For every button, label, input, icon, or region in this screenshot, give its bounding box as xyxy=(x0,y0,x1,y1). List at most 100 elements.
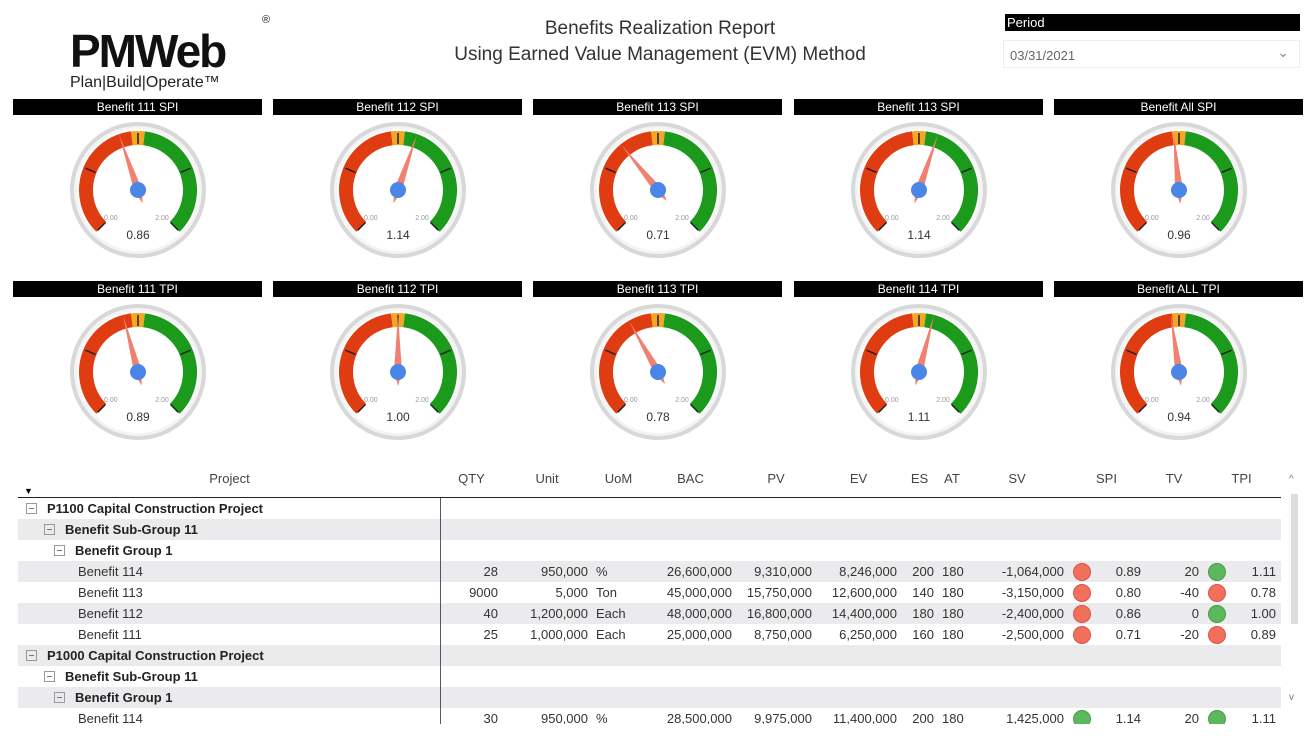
table-row[interactable]: Benefit Group 1 xyxy=(18,540,1281,561)
table-row[interactable]: P1000 Capital Construction Project xyxy=(18,645,1281,666)
column-header-sv[interactable]: SV xyxy=(1008,471,1026,486)
unit-cell: 950,000 xyxy=(541,711,588,724)
scroll-down-icon[interactable]: v xyxy=(1289,692,1294,703)
column-header-bac[interactable]: BAC xyxy=(677,471,704,486)
gauge-value: 0.94 xyxy=(1167,410,1191,424)
column-header-uom[interactable]: UoM xyxy=(604,471,633,486)
gauge-min-label: 0.00 xyxy=(104,215,118,222)
gauge-tick xyxy=(617,221,627,231)
bac-cell: 45,000,000 xyxy=(666,585,732,600)
period-dropdown[interactable]: 03/31/2021 ⌄ xyxy=(1003,40,1300,68)
tv-cell: -40 xyxy=(1180,585,1199,600)
tpi-value: 0.78 xyxy=(1250,585,1276,600)
column-header-tpi[interactable]: TPI xyxy=(1231,471,1252,486)
gauge-tick xyxy=(605,167,616,174)
column-header-ev[interactable]: EV xyxy=(849,471,868,486)
gauge-tick xyxy=(961,167,972,174)
gauge-tick xyxy=(357,403,367,413)
bac-cell xyxy=(645,687,736,708)
table-header: ▼ Project QTY Unit UoM BAC PV EV ES AT SV SPI TV TPI xyxy=(18,466,1281,498)
gauge-hub xyxy=(1171,182,1187,198)
gauge-panel: Benefit 114 TPI 0.00 2.00 1.11 xyxy=(794,281,1043,456)
column-header-at[interactable]: AT xyxy=(944,471,960,486)
collapse-toggle-icon[interactable] xyxy=(44,524,55,536)
column-header-spi[interactable]: SPI xyxy=(1096,471,1117,486)
scrollbar-thumb[interactable] xyxy=(1291,494,1298,624)
gauge-chart: 0.00 2.00 0.78 xyxy=(590,304,726,440)
table-row[interactable]: Benefit 113 9000 5,000 Ton 45,000,000 15,750,… xyxy=(18,582,1281,603)
scroll-up-icon[interactable]: ^ xyxy=(1289,474,1294,485)
sv-cell xyxy=(966,645,1068,666)
collapse-toggle-icon[interactable] xyxy=(54,545,65,557)
at-cell: 180 xyxy=(942,627,964,642)
at-cell xyxy=(938,645,966,666)
gauge-tick xyxy=(85,167,96,174)
at-cell xyxy=(938,540,966,561)
unit-cell xyxy=(502,540,592,561)
table-row[interactable]: Benefit 114 28 950,000% 26,600,000 9,310,000… xyxy=(18,561,1281,582)
collapse-toggle-icon[interactable] xyxy=(54,692,65,704)
tpi-cell xyxy=(1203,645,1280,666)
gauge-value: 1.14 xyxy=(386,228,410,242)
sort-arrow-icon[interactable]: ▼ xyxy=(24,486,33,496)
gauge-tick xyxy=(1138,221,1148,231)
status-green-icon xyxy=(1208,710,1226,724)
tv-cell xyxy=(1145,687,1203,708)
column-header-es[interactable]: ES xyxy=(910,471,929,486)
gauge-tick xyxy=(1221,349,1232,356)
collapse-toggle-icon[interactable] xyxy=(26,503,37,515)
unit-cell xyxy=(502,666,592,687)
table-row[interactable]: Benefit Sub-Group 11 xyxy=(18,666,1281,687)
gauge-tick xyxy=(429,221,439,231)
column-header-tv[interactable]: TV xyxy=(1165,471,1183,486)
qty-cell: 9000 xyxy=(469,585,498,600)
project-cell: P1100 Capital Construction Project xyxy=(18,498,441,519)
es-cell: 200 xyxy=(912,711,934,724)
table-row[interactable]: Benefit 111 25 1,000,000 Each 25,000,000 8,75… xyxy=(18,624,1281,645)
status-red-icon xyxy=(1208,626,1226,644)
status-green-icon xyxy=(1073,710,1091,724)
period-slicer-header: Period xyxy=(1005,14,1300,31)
es-cell xyxy=(901,540,938,561)
column-header-project[interactable]: Project xyxy=(209,471,250,486)
at-cell: 180 xyxy=(942,585,964,600)
pv-cell xyxy=(736,498,816,519)
gauge-hub xyxy=(390,364,406,380)
gauge-band xyxy=(1184,131,1238,232)
ev-cell xyxy=(816,645,901,666)
collapse-toggle-icon[interactable] xyxy=(44,671,55,683)
table-row[interactable]: Benefit 112 40 1,200,000 Each 48,000,000 16,8… xyxy=(18,603,1281,624)
at-cell xyxy=(938,666,966,687)
collapse-toggle-icon[interactable] xyxy=(26,650,37,662)
table-row[interactable]: Benefit Sub-Group 11 xyxy=(18,519,1281,540)
gauge-tick xyxy=(180,349,191,356)
ev-cell: 14,400,000 xyxy=(831,606,897,621)
column-header-qty[interactable]: QTY xyxy=(458,471,485,486)
table-scrollbar[interactable]: ^ v xyxy=(1287,474,1301,710)
sv-cell xyxy=(966,687,1068,708)
gauge-max-label: 2.00 xyxy=(675,215,689,222)
ev-cell xyxy=(816,540,901,561)
table-row[interactable]: Benefit Group 1 xyxy=(18,687,1281,708)
gauge-tick xyxy=(605,349,616,356)
gauge-tick xyxy=(961,349,972,356)
column-header-unit[interactable]: Unit xyxy=(535,471,559,486)
uom-cell xyxy=(592,540,645,561)
sv-cell xyxy=(966,540,1068,561)
tpi-cell: 1.00 xyxy=(1203,603,1280,624)
gauge-title: Benefit 113 SPI xyxy=(533,99,782,115)
unit-cell xyxy=(502,498,592,519)
column-header-pv[interactable]: PV xyxy=(767,471,785,486)
es-cell: 160 xyxy=(912,627,934,642)
pv-cell: 16,800,000 xyxy=(746,606,812,621)
qty-cell: 28 xyxy=(483,564,498,579)
table-row[interactable]: P1100 Capital Construction Project xyxy=(18,498,1281,519)
unit-cell: 1,200,000 xyxy=(530,606,588,621)
gauge-value: 0.78 xyxy=(646,410,670,424)
gauge-hub xyxy=(911,364,927,380)
table-row[interactable]: Benefit 114 30 950,000% 28,500,000 9,975,000… xyxy=(18,708,1281,724)
qty-cell xyxy=(441,498,502,519)
logo-text: PMWeb xyxy=(70,25,227,77)
at-cell xyxy=(938,519,966,540)
gauge-max-label: 2.00 xyxy=(415,215,429,222)
